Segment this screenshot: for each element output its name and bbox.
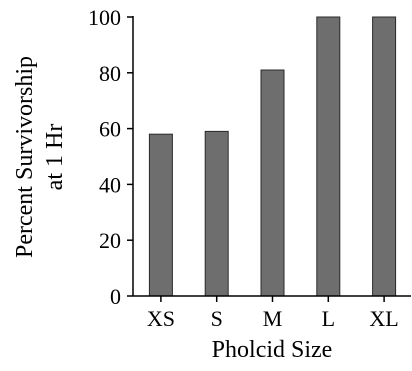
y-tick-label: 80 xyxy=(99,61,121,86)
x-tick-label: XL xyxy=(369,306,398,331)
y-tick-label: 60 xyxy=(99,117,121,142)
bar-l xyxy=(316,16,341,297)
bar-m xyxy=(260,69,285,297)
bar-xl xyxy=(372,16,397,297)
y-tick-label: 40 xyxy=(99,172,121,197)
y-axis-title: Percent Survivorship at 1 Hr xyxy=(12,56,68,258)
bar-xs xyxy=(148,133,173,297)
x-axis-ticks: XS S M L XL xyxy=(147,296,399,331)
x-tick-label: L xyxy=(322,306,335,331)
y-tick-label: 20 xyxy=(99,228,121,253)
x-tick-label: S xyxy=(211,306,223,331)
y-tick-label: 0 xyxy=(110,284,121,309)
x-tick-label: XS xyxy=(147,306,175,331)
bars-group xyxy=(148,16,397,297)
x-axis-title: Pholcid Size xyxy=(212,337,333,363)
y-tick-label: 100 xyxy=(88,5,121,30)
y-axis-title-line-1: Percent Survivorship xyxy=(12,56,38,258)
x-tick-label: M xyxy=(263,306,283,331)
y-axis-ticks: 0 20 40 60 80 100 xyxy=(88,5,133,309)
y-axis-title-line-2: at 1 Hr xyxy=(42,124,68,191)
bar-s xyxy=(204,130,229,297)
